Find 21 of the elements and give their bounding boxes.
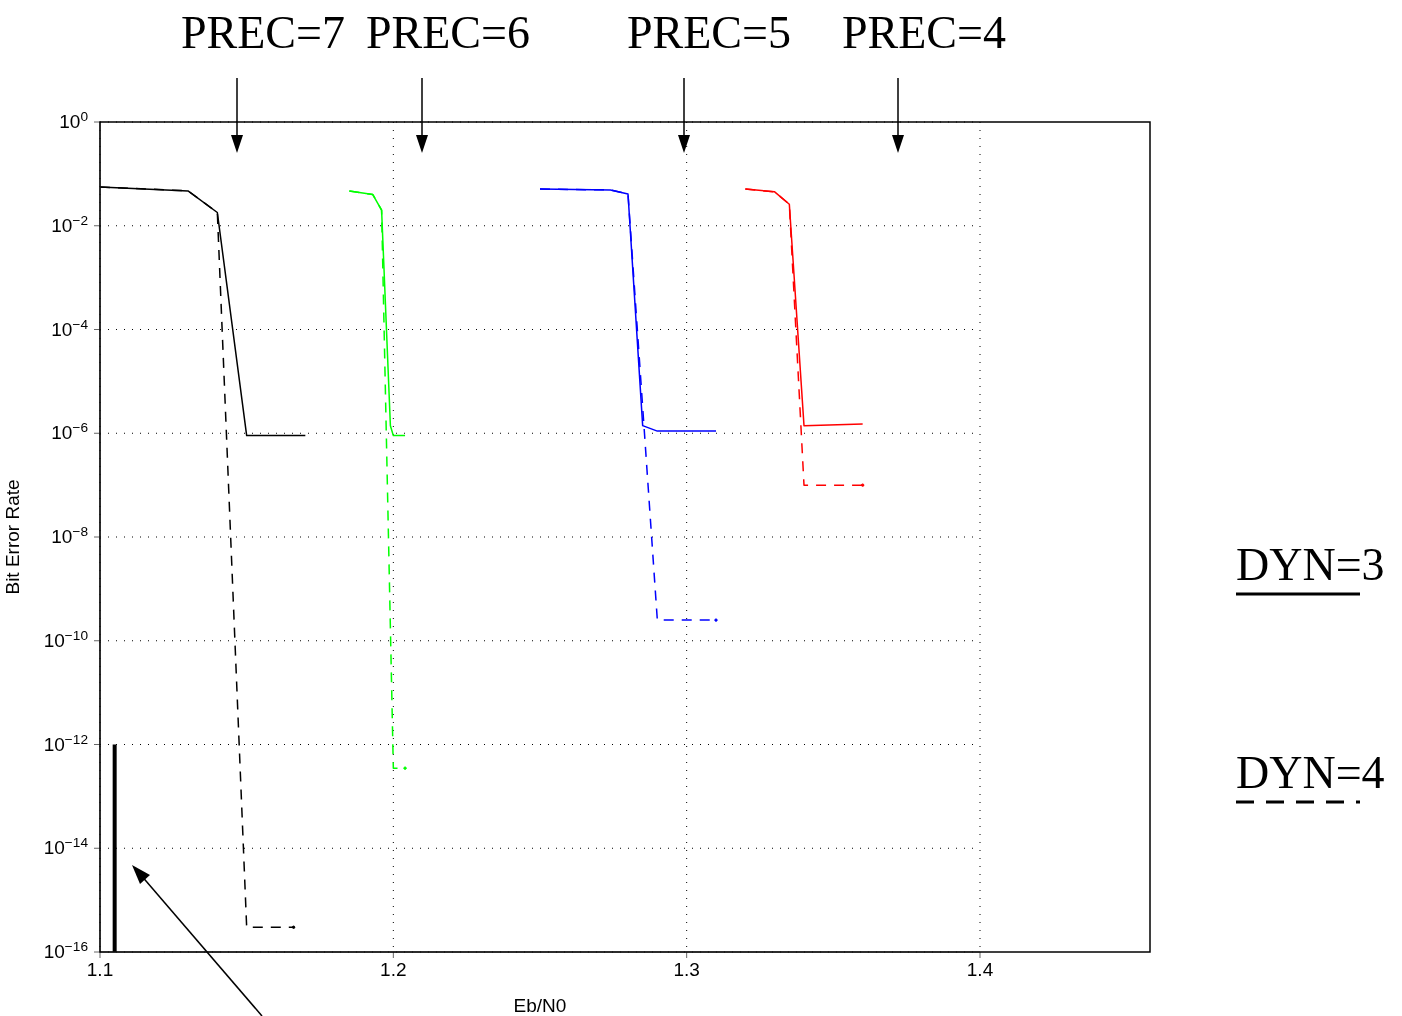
y-tick-label: 10$^{−8}$ xyxy=(51,523,89,547)
x-tick-label: 1.4 xyxy=(966,959,994,980)
text: PREC=5 xyxy=(627,7,791,58)
x-tick-label: 1.3 xyxy=(673,959,700,980)
y-tick-label: 10$^{−14}$ xyxy=(43,834,89,859)
x-tick-label: 1.2 xyxy=(380,959,407,980)
text: DYN=3 xyxy=(1236,539,1386,590)
y-tick-label: 10$^{−16}$ xyxy=(43,938,88,962)
y-tick-label: 10$^{−4}$ xyxy=(51,316,89,340)
x-tick-label: 1.1 xyxy=(86,959,114,980)
y-tick-label: 10$^{−2}$ xyxy=(51,212,88,236)
text: DYN=4 xyxy=(1236,747,1386,798)
y-axis-title: Bit Error Rate xyxy=(1,479,23,595)
text: PREC=4 xyxy=(842,7,1006,58)
text: PREC=6 xyxy=(366,7,530,58)
y-tick-label: 10$^{−12}$ xyxy=(43,731,88,755)
x-axis-title: Eb/N0 xyxy=(513,995,567,1016)
text: PREC=7 xyxy=(181,7,345,58)
y-tick-label: 10$^{−10}$ xyxy=(43,627,89,651)
y-tick-label: 10$^{−6}$ xyxy=(51,419,88,444)
y-tick-label: 10$^{0}$ xyxy=(59,108,89,132)
